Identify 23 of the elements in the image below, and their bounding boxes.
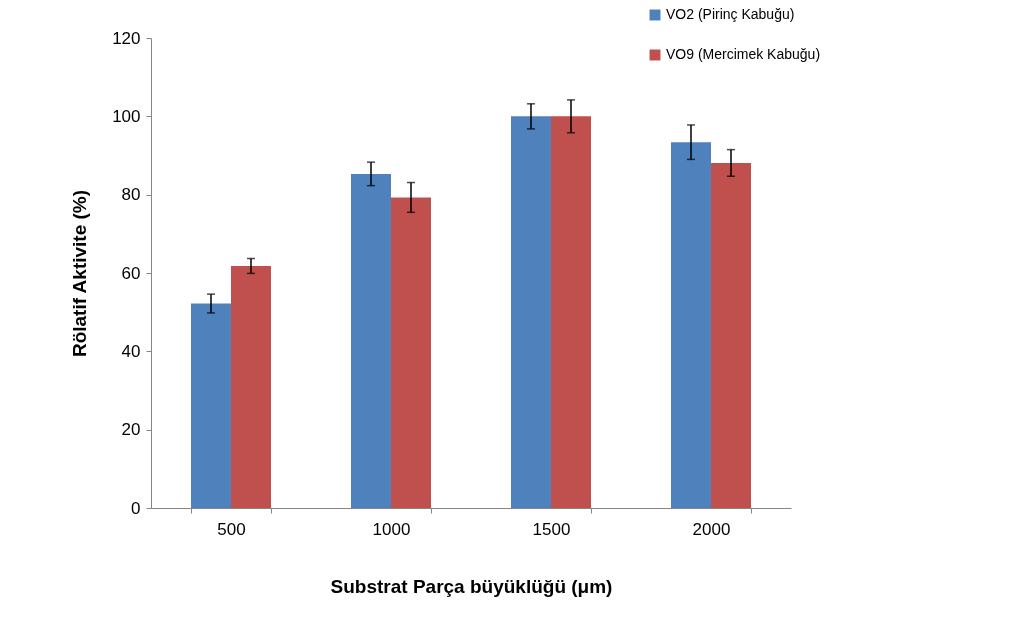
bar	[231, 265, 271, 508]
y-tick-label: 60	[121, 263, 141, 283]
x-tick-label: 1500	[532, 519, 571, 539]
bar	[391, 197, 431, 508]
y-tick-label: 80	[121, 185, 141, 205]
bar	[191, 303, 231, 508]
bar	[551, 116, 591, 508]
bar	[511, 116, 551, 508]
bar	[671, 142, 711, 508]
bar	[351, 173, 391, 508]
x-tick-label: 1000	[372, 519, 411, 539]
x-axis-title: Substrat Parça büyüklüğü (μm)	[330, 575, 613, 597]
legend-label: VO2 (Pirinç Kabuğu)	[666, 6, 795, 22]
y-tick-label: 20	[121, 420, 141, 440]
y-tick-label: 40	[121, 341, 141, 361]
x-tick-label: 2000	[692, 519, 731, 539]
bar	[711, 162, 751, 508]
legend-label: VO9 (Mercimek Kabuğu)	[666, 46, 821, 62]
y-tick-label: 0	[131, 498, 141, 518]
y-axis-title: Rölatif Aktivite (%)	[69, 189, 91, 358]
x-tick-label: 500	[217, 519, 246, 539]
y-tick-label: 120	[112, 28, 141, 48]
y-tick-label: 100	[112, 106, 141, 126]
